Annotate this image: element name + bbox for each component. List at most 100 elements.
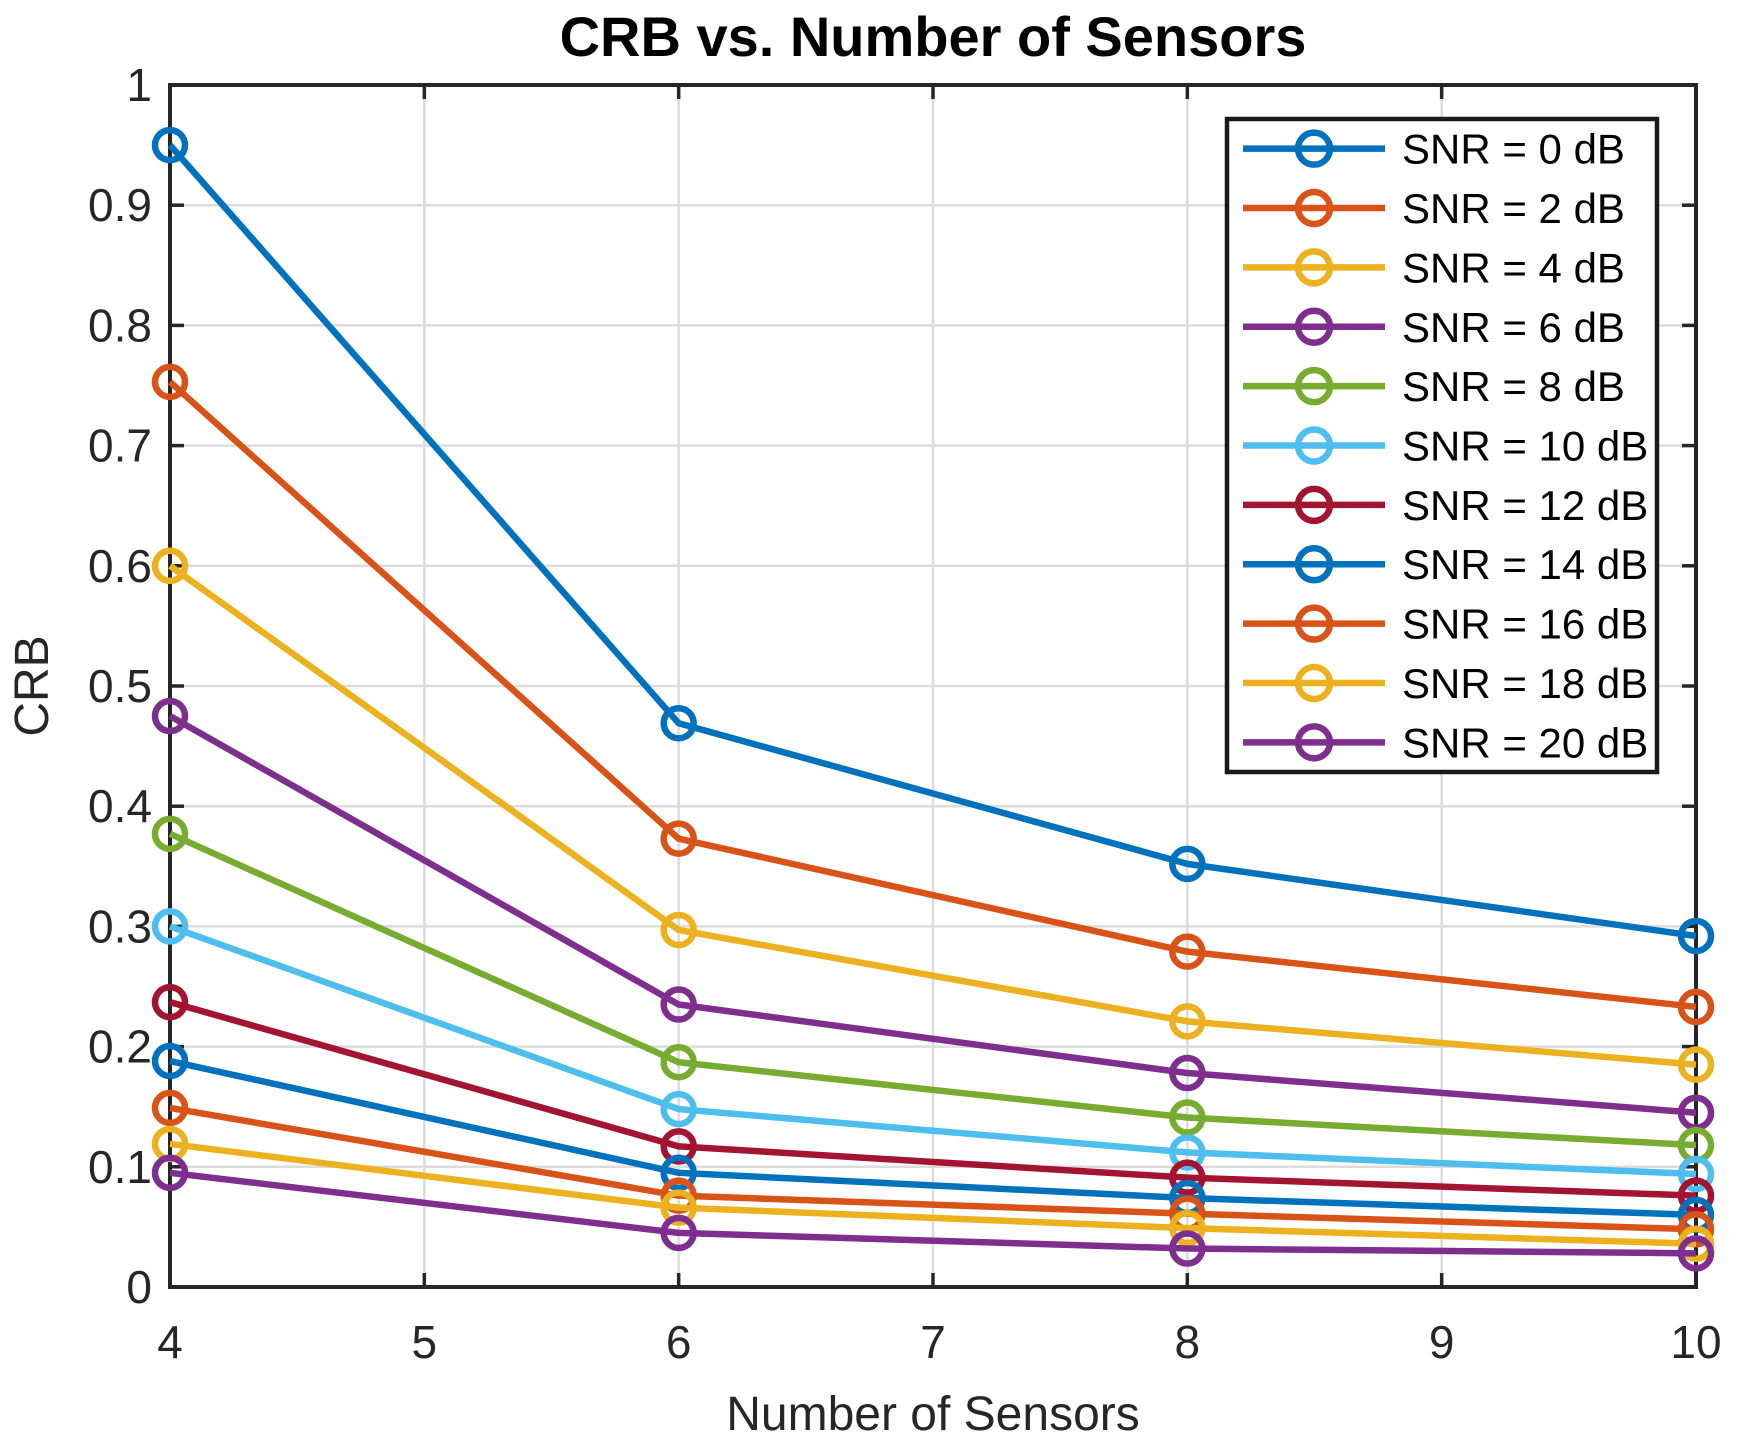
x-tick-label: 8 [1175, 1316, 1201, 1368]
data-point-marker [151, 126, 189, 164]
legend-marker-icon [1294, 663, 1334, 703]
data-point-marker [151, 547, 189, 585]
legend-label: SNR = 6 dB [1402, 304, 1625, 351]
data-point-marker [660, 1090, 697, 1128]
legend-label: SNR = 14 dB [1402, 541, 1648, 588]
data-point-marker [1677, 1155, 1715, 1193]
legend-marker-icon [1294, 307, 1334, 347]
y-tick-label: 0.5 [88, 660, 152, 712]
data-point-marker [151, 1154, 189, 1192]
legend-label: SNR = 2 dB [1402, 185, 1625, 232]
x-tick-label: 9 [1429, 1316, 1455, 1368]
data-point-marker [1677, 988, 1715, 1026]
axis-labels: CRB vs. Number of Sensors Number of Sens… [6, 5, 1306, 1441]
series-line [168, 713, 1697, 1116]
legend-marker-icon [1294, 248, 1334, 287]
data-point-marker [1169, 1230, 1206, 1267]
data-point-marker [660, 1214, 697, 1252]
data-point-marker [151, 983, 189, 1021]
data-point-marker [1677, 1046, 1715, 1083]
data-point-marker [1169, 1159, 1206, 1196]
data-point-marker [1169, 933, 1206, 970]
x-tick-label: 5 [412, 1316, 438, 1368]
tick-labels: 4 5 6 7 8 9 10 0 0.1 0.2 0.3 0.4 0.5 0.6 0.7 0.8 0.9 1 [88, 59, 1722, 1368]
y-axis-label: CRB [6, 635, 59, 736]
data-point-marker [660, 1043, 697, 1081]
y-tick-label: 0.4 [88, 780, 152, 832]
legend-entry: SNR = 8 dB [1243, 363, 1625, 410]
data-point-marker [660, 1189, 697, 1226]
series-line [169, 998, 1697, 1199]
data-series [151, 126, 1715, 1272]
legend-entry: SNR = 0 dB [1243, 126, 1625, 173]
x-tick-label: 4 [157, 1316, 183, 1368]
legend-entry: SNR = 16 dB [1243, 601, 1648, 648]
y-tick-label: 0.6 [88, 540, 152, 592]
series-line [167, 379, 1697, 1011]
data-point-marker [1677, 1177, 1715, 1214]
data-point-marker [151, 815, 189, 853]
data-point-marker [151, 1089, 189, 1127]
legend-marker-icon [1294, 485, 1334, 525]
series-snr-6-db [151, 697, 1715, 1131]
series-snr-4-db [151, 547, 1715, 1083]
legend-label: SNR = 8 dB [1402, 363, 1625, 410]
x-tick-label: 10 [1670, 1316, 1721, 1368]
data-point-marker [151, 363, 189, 401]
data-point-marker [660, 1154, 697, 1192]
y-tick-label: 0.7 [88, 420, 152, 472]
series-line [169, 1140, 1697, 1247]
x-tick-label: 7 [920, 1316, 946, 1368]
data-point-marker [660, 705, 697, 742]
series-line [168, 563, 1697, 1068]
data-point-marker [1169, 1054, 1206, 1092]
legend-marker-icon [1294, 604, 1334, 643]
data-point-marker [660, 820, 697, 857]
data-point-marker [1677, 917, 1715, 955]
series-line [167, 142, 1697, 940]
y-tick-label: 0.3 [88, 900, 152, 952]
data-point-marker [1169, 1099, 1206, 1136]
y-tick-label: 0.1 [88, 1141, 152, 1193]
chart-title: CRB vs. Number of Sensors [560, 5, 1307, 68]
legend-marker-icon [1294, 426, 1334, 465]
y-tick-label: 0.8 [88, 299, 152, 351]
legend-marker-icon [1294, 129, 1334, 168]
data-point-marker [151, 1042, 189, 1080]
y-tick-label: 1 [126, 59, 152, 111]
x-axis-label: Number of Sensors [726, 1388, 1140, 1441]
y-tick-label: 0 [126, 1261, 152, 1313]
legend-marker-icon [1294, 366, 1334, 406]
legend-label: SNR = 10 dB [1402, 423, 1648, 470]
legend-label: SNR = 4 dB [1402, 244, 1625, 291]
legend-entry: SNR = 12 dB [1243, 482, 1648, 529]
data-point-marker [660, 911, 697, 949]
series-line [169, 1057, 1697, 1219]
legend-label: SNR = 18 dB [1402, 660, 1648, 707]
data-point-marker [1169, 845, 1206, 883]
data-point-marker [151, 697, 189, 735]
legend-label: SNR = 16 dB [1402, 601, 1648, 648]
legend-marker-icon [1294, 544, 1334, 584]
x-tick-label: 6 [666, 1316, 692, 1368]
legend-entry: SNR = 6 dB [1243, 304, 1625, 351]
data-point-marker [151, 908, 189, 945]
series-snr-8-db [151, 815, 1715, 1164]
legend-entry: SNR = 4 dB [1243, 244, 1625, 291]
legend-entry: SNR = 2 dB [1243, 185, 1625, 232]
series-snr-12-db [151, 983, 1715, 1214]
series-line [168, 830, 1697, 1149]
y-tick-label: 0.9 [88, 179, 152, 231]
series-snr-20-db [151, 1154, 1715, 1272]
data-point-marker [1169, 1003, 1206, 1040]
data-point-marker [660, 1128, 697, 1165]
data-point-marker [1677, 1211, 1715, 1248]
series-snr-2-db [151, 363, 1715, 1026]
legend: SNR = 0 dB SNR = 2 dB SNR = 4 dB SNR = 6 dB… [1224, 116, 1660, 775]
series-line [168, 923, 1697, 1178]
legend-entry: SNR = 14 dB [1243, 541, 1648, 588]
legend-label: SNR = 0 dB [1402, 126, 1625, 173]
legend-marker-icon [1294, 188, 1334, 228]
